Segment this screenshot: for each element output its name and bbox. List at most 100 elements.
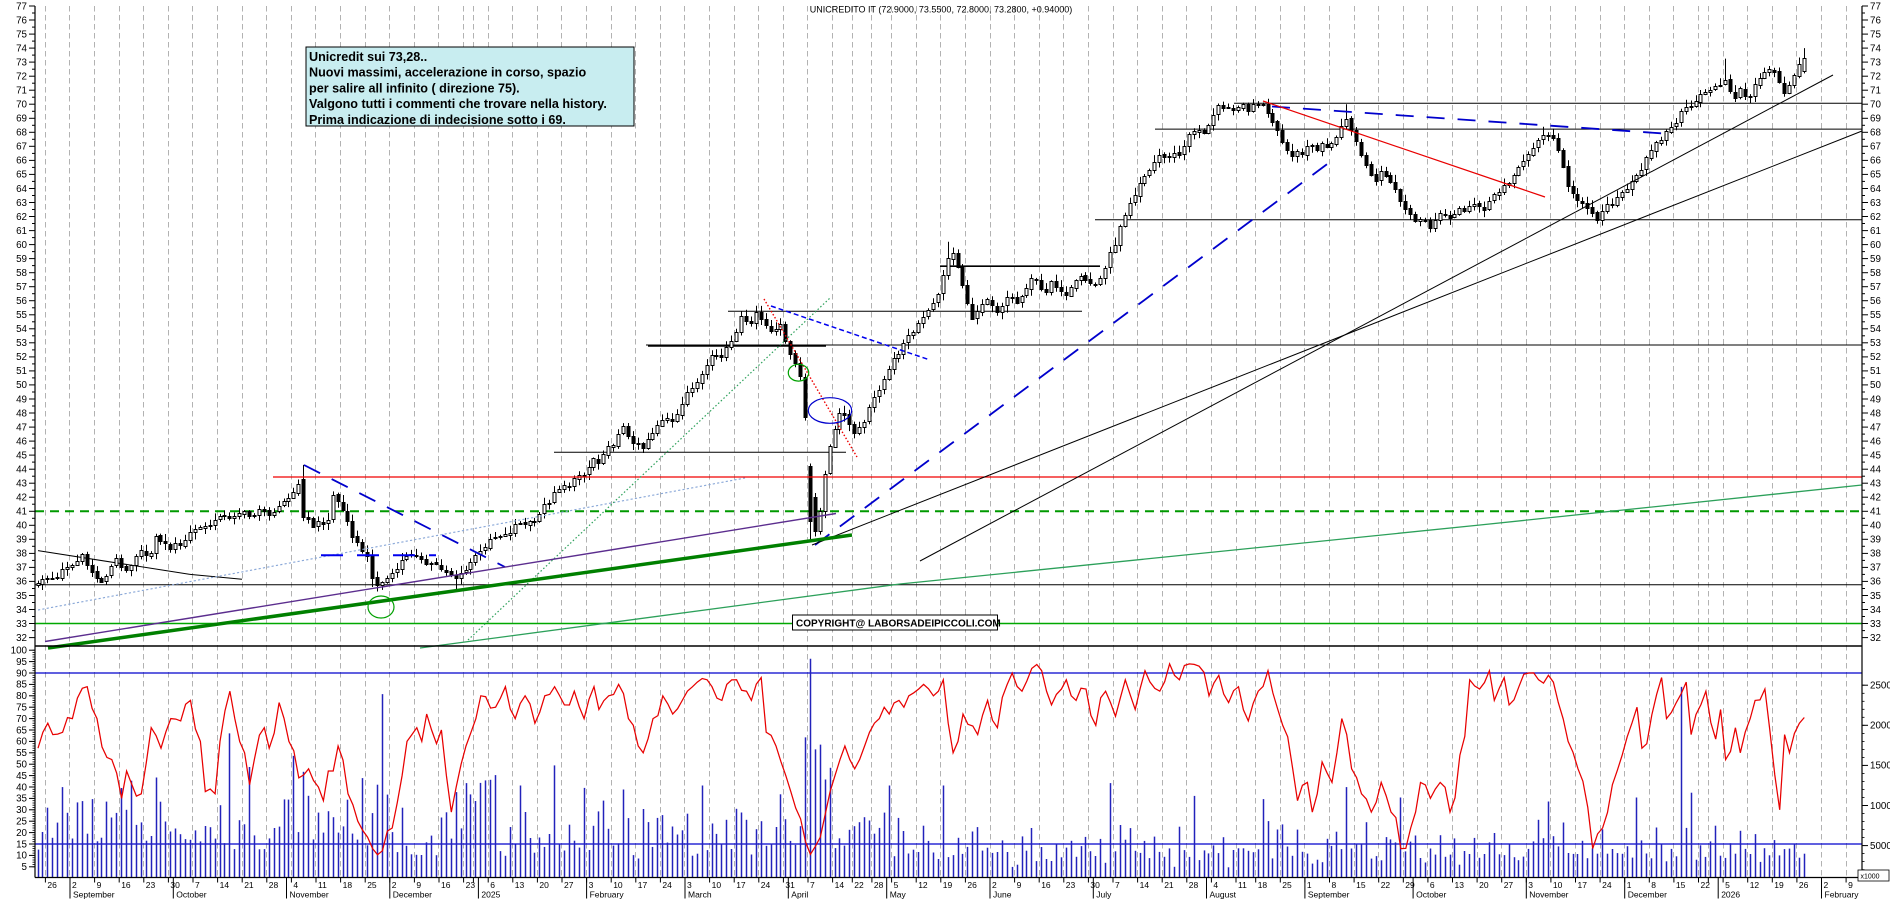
svg-text:36: 36: [1870, 577, 1881, 588]
svg-text:14: 14: [1140, 880, 1150, 890]
svg-text:75: 75: [16, 703, 27, 714]
svg-text:20000: 20000: [1870, 721, 1890, 732]
svg-text:Nuovi massimi, accelerazione i: Nuovi massimi, accelerazione in corso, s…: [309, 66, 586, 80]
svg-text:41: 41: [1870, 507, 1881, 518]
svg-text:Prima indicazione di indecisio: Prima indicazione di indecisione sotto i…: [309, 113, 566, 127]
svg-text:49: 49: [16, 394, 27, 405]
svg-text:54: 54: [1870, 324, 1881, 335]
svg-text:68: 68: [16, 128, 27, 139]
svg-text:21: 21: [244, 880, 254, 890]
svg-text:19: 19: [943, 880, 953, 890]
svg-text:May: May: [890, 890, 907, 900]
svg-text:8: 8: [1651, 880, 1656, 890]
svg-text:5: 5: [894, 880, 899, 890]
svg-text:63: 63: [16, 198, 27, 209]
svg-text:34: 34: [16, 605, 27, 616]
svg-text:77: 77: [16, 1, 27, 12]
svg-text:72: 72: [16, 72, 27, 83]
svg-text:7: 7: [810, 880, 815, 890]
svg-text:11: 11: [1238, 880, 1247, 890]
svg-text:22: 22: [854, 880, 864, 890]
svg-text:57: 57: [1870, 282, 1881, 293]
svg-text:2: 2: [1824, 880, 1829, 890]
svg-text:33: 33: [1870, 619, 1881, 630]
svg-text:69: 69: [16, 114, 27, 125]
svg-text:35: 35: [16, 591, 27, 602]
svg-text:10: 10: [16, 851, 27, 862]
svg-text:27: 27: [1504, 880, 1514, 890]
svg-text:September: September: [73, 890, 115, 900]
svg-text:67: 67: [16, 142, 27, 153]
svg-text:10000: 10000: [1870, 801, 1890, 812]
svg-text:5000: 5000: [1870, 841, 1890, 852]
svg-text:June: June: [993, 890, 1012, 900]
svg-text:69: 69: [1870, 114, 1881, 125]
svg-text:19: 19: [1774, 880, 1784, 890]
svg-text:7: 7: [195, 880, 200, 890]
svg-text:58: 58: [1870, 268, 1881, 279]
svg-text:August: August: [1210, 890, 1237, 900]
svg-text:32: 32: [1870, 633, 1881, 644]
svg-text:27: 27: [564, 880, 574, 890]
svg-text:37: 37: [1870, 563, 1881, 574]
svg-text:54: 54: [16, 324, 27, 335]
svg-text:5: 5: [1725, 880, 1730, 890]
svg-text:25: 25: [367, 880, 377, 890]
svg-text:16: 16: [1041, 880, 1051, 890]
svg-text:2: 2: [392, 880, 397, 890]
svg-text:34: 34: [1870, 605, 1881, 616]
svg-text:5: 5: [22, 862, 28, 873]
svg-text:26: 26: [967, 880, 977, 890]
svg-text:53: 53: [1870, 338, 1881, 349]
svg-text:2: 2: [992, 880, 997, 890]
svg-text:July: July: [1096, 890, 1112, 900]
svg-text:3: 3: [1528, 880, 1533, 890]
svg-text:43: 43: [1870, 479, 1881, 490]
svg-text:COPYRIGHT@ LABORSADEIPICCOLI.C: COPYRIGHT@ LABORSADEIPICCOLI.COM: [796, 619, 1001, 630]
svg-text:65: 65: [16, 725, 27, 736]
svg-text:3: 3: [589, 880, 594, 890]
svg-text:1: 1: [1627, 880, 1632, 890]
svg-text:42: 42: [16, 493, 27, 504]
svg-text:October: October: [176, 890, 206, 900]
svg-text:25: 25: [1282, 880, 1292, 890]
svg-text:30: 30: [1090, 880, 1100, 890]
svg-text:15: 15: [1676, 880, 1686, 890]
svg-text:30: 30: [170, 880, 180, 890]
svg-text:40: 40: [16, 521, 27, 532]
svg-text:66: 66: [1870, 156, 1881, 167]
svg-text:24: 24: [662, 880, 672, 890]
svg-text:December: December: [393, 890, 432, 900]
svg-text:70: 70: [16, 714, 27, 725]
svg-text:2025: 2025: [481, 890, 500, 900]
svg-text:22: 22: [1381, 880, 1391, 890]
svg-text:62: 62: [16, 212, 27, 223]
svg-text:22: 22: [1701, 880, 1711, 890]
svg-text:16: 16: [441, 880, 451, 890]
svg-text:38: 38: [1870, 549, 1881, 560]
svg-text:17: 17: [736, 880, 746, 890]
svg-text:72: 72: [1870, 72, 1881, 83]
svg-text:61: 61: [1870, 226, 1881, 237]
svg-text:56: 56: [1870, 296, 1881, 307]
svg-text:45: 45: [16, 450, 27, 461]
svg-text:35: 35: [16, 794, 27, 805]
svg-text:85: 85: [16, 680, 27, 691]
svg-text:10: 10: [613, 880, 623, 890]
svg-text:10: 10: [712, 880, 722, 890]
svg-text:30: 30: [16, 805, 27, 816]
svg-text:39: 39: [1870, 535, 1881, 546]
svg-text:45: 45: [1870, 450, 1881, 461]
svg-text:4: 4: [293, 880, 298, 890]
svg-text:17: 17: [638, 880, 648, 890]
svg-text:48: 48: [16, 408, 27, 419]
svg-text:70: 70: [1870, 100, 1881, 111]
svg-text:71: 71: [1870, 86, 1881, 97]
svg-text:15: 15: [16, 839, 27, 850]
svg-text:55: 55: [1870, 310, 1881, 321]
svg-text:73: 73: [1870, 57, 1881, 68]
svg-text:60: 60: [16, 737, 27, 748]
svg-text:September: September: [1308, 890, 1350, 900]
svg-text:50: 50: [16, 760, 27, 771]
svg-text:23: 23: [1066, 880, 1076, 890]
